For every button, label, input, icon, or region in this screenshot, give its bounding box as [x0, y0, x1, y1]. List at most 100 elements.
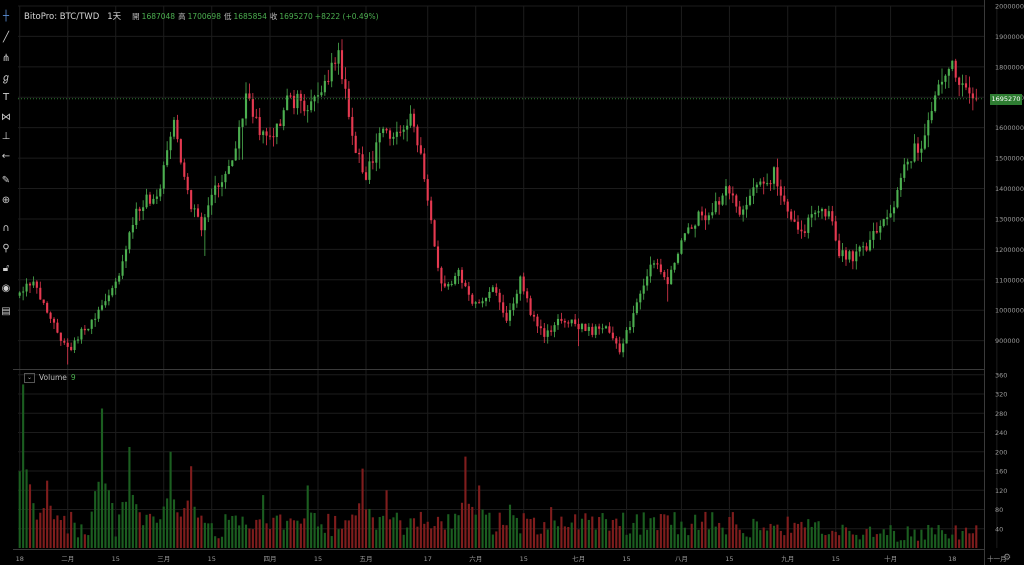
back-arrow-icon[interactable]: ←: [1, 151, 11, 162]
time-tick-label: 15: [832, 555, 840, 563]
candle-body: [275, 123, 278, 138]
symbol-name[interactable]: BitoPro: BTC/TWD: [24, 12, 100, 22]
volume-bar: [827, 534, 830, 548]
zoom-icon[interactable]: ⊕: [1, 195, 11, 206]
candle-body: [855, 251, 858, 262]
volume-bar: [375, 529, 378, 548]
candle-body: [800, 229, 803, 232]
candle-body: [608, 326, 611, 333]
candle-body: [495, 287, 498, 293]
volume-bar: [176, 512, 179, 548]
volume-bar: [868, 526, 872, 548]
candle-body: [238, 126, 241, 149]
candle-body: [666, 277, 669, 285]
volume-bar: [279, 514, 282, 548]
volume-bar: [759, 530, 762, 548]
pattern-icon[interactable]: ⋈: [1, 112, 11, 123]
candle-body: [790, 211, 793, 220]
gear-icon[interactable]: ⚙: [1003, 553, 1012, 563]
candle-body: [783, 195, 786, 202]
candle-body: [430, 200, 433, 221]
volume-bar: [118, 514, 121, 548]
volume-bar: [594, 529, 597, 548]
volume-bar: [148, 513, 152, 548]
volume-tick-label: 280: [995, 410, 1007, 418]
candle-body: [584, 323, 587, 331]
candle-body: [217, 185, 220, 187]
candle-body: [680, 240, 683, 254]
time-tick-label: 七月: [572, 554, 585, 563]
eye-icon[interactable]: ◉: [1, 283, 11, 294]
trend-line-icon[interactable]: ╱: [2, 32, 10, 43]
volume-bar: [419, 511, 422, 548]
volume-bar: [412, 518, 416, 548]
volume-bar: [282, 529, 285, 548]
candle-body: [971, 93, 974, 99]
candle-body: [227, 165, 230, 174]
candle-body: [923, 135, 926, 149]
candle-body: [872, 231, 875, 240]
chevron-down-icon[interactable]: ⌄: [24, 373, 35, 383]
candle-body: [399, 131, 402, 133]
volume-bar: [796, 523, 800, 548]
candle-body: [395, 131, 398, 137]
volume-bar: [560, 516, 563, 548]
volume-bar: [80, 524, 83, 548]
volume-bar: [478, 485, 481, 548]
interval-label[interactable]: 1天: [107, 12, 122, 22]
candle-body: [251, 98, 254, 117]
volume-tick-label: 360: [995, 371, 1007, 379]
volume-bar: [508, 504, 512, 548]
volume-bar: [550, 507, 553, 548]
trash-icon[interactable]: ▤: [1, 306, 11, 317]
candle-body: [76, 339, 80, 341]
text-icon[interactable]: T: [2, 92, 10, 103]
lock-icon[interactable]: 🔓︎: [2, 263, 10, 274]
volume-bar: [183, 508, 186, 548]
volume-bar: [663, 514, 666, 548]
candle-body: [28, 283, 32, 286]
candle-body: [484, 298, 488, 302]
candle-body: [478, 302, 481, 304]
candle-body: [670, 269, 673, 285]
volume-bar: [361, 468, 364, 548]
time-tick-label: 十月: [884, 554, 897, 563]
volume-tick-label: 320: [995, 391, 1007, 399]
volume-bar: [731, 512, 734, 548]
measure-icon[interactable]: ⊥: [1, 131, 11, 142]
volume-bar: [714, 526, 717, 548]
volume-bar: [385, 490, 388, 548]
volume-bar: [135, 504, 138, 548]
candle-body: [604, 326, 608, 329]
candle-body: [210, 194, 213, 206]
volume-bar: [735, 524, 738, 548]
volume-bar: [958, 539, 961, 548]
volume-bar: [56, 515, 59, 548]
pitchfork-icon[interactable]: ⋔: [1, 53, 11, 64]
volume-value: 9: [70, 373, 76, 382]
candle-body: [526, 291, 529, 299]
volume-bar: [179, 516, 182, 548]
last-price-badge: 1695270: [990, 94, 1022, 105]
pencil-icon[interactable]: ✎: [1, 175, 11, 186]
volume-bar: [234, 515, 237, 548]
volume-bar: [851, 534, 854, 548]
candle-body: [265, 131, 268, 136]
volume-bar: [563, 526, 566, 548]
candle-body: [906, 161, 909, 165]
candle-body: [920, 148, 923, 153]
volume-bar: [899, 540, 902, 548]
volume-bar: [131, 494, 134, 548]
candle-body: [488, 291, 491, 299]
volume-bar: [848, 530, 851, 548]
candle-body: [313, 96, 316, 102]
magnet-icon[interactable]: ∩: [2, 223, 10, 234]
volume-bar: [87, 535, 90, 548]
volume-bar: [666, 515, 669, 548]
volume-bar: [604, 519, 608, 548]
brush-icon[interactable]: ℊ: [1, 73, 11, 84]
lock-drawing-icon[interactable]: ⚲: [2, 243, 10, 254]
candle-body: [700, 211, 704, 216]
crosshair-icon[interactable]: ┼: [2, 11, 10, 22]
